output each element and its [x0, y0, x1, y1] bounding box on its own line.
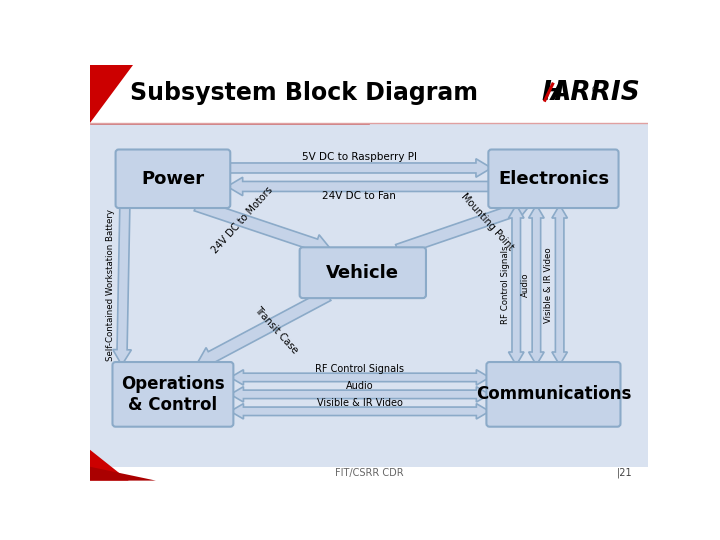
Text: Self-Contained Workstation Battery: Self-Contained Workstation Battery — [107, 209, 115, 361]
Polygon shape — [90, 467, 156, 481]
Text: Visible & IR Video: Visible & IR Video — [317, 398, 402, 408]
FancyBboxPatch shape — [487, 362, 621, 427]
FancyBboxPatch shape — [300, 247, 426, 298]
Bar — [90, 65, 648, 123]
FancyBboxPatch shape — [116, 150, 230, 208]
Polygon shape — [508, 205, 524, 365]
Text: Audio: Audio — [346, 381, 374, 391]
Polygon shape — [396, 200, 530, 256]
Bar — [90, 123, 648, 467]
Polygon shape — [528, 205, 544, 365]
Text: 5V DC to Raspberry PI: 5V DC to Raspberry PI — [302, 152, 417, 162]
Text: Electronics: Electronics — [498, 170, 609, 188]
Text: RF Control Signals: RF Control Signals — [501, 246, 510, 324]
Polygon shape — [228, 159, 492, 177]
Polygon shape — [113, 205, 131, 365]
Text: 24V DC to Motors: 24V DC to Motors — [210, 185, 275, 255]
Polygon shape — [90, 65, 132, 123]
Text: Transit Case: Transit Case — [253, 305, 300, 355]
Text: Power: Power — [141, 170, 204, 188]
FancyBboxPatch shape — [488, 150, 618, 208]
Text: Subsystem Block Diagram: Subsystem Block Diagram — [130, 80, 478, 105]
Text: ®: ® — [590, 86, 599, 94]
Text: 24V DC to Fan: 24V DC to Fan — [323, 192, 396, 201]
Text: Mounting Point: Mounting Point — [459, 191, 516, 252]
Polygon shape — [228, 177, 492, 195]
Text: FIT/CSRR CDR: FIT/CSRR CDR — [335, 468, 403, 478]
Polygon shape — [230, 403, 490, 419]
Text: RF Control Signals: RF Control Signals — [315, 364, 405, 374]
Polygon shape — [230, 370, 490, 385]
Text: Visible & IR Video: Visible & IR Video — [544, 247, 553, 323]
Polygon shape — [196, 289, 331, 367]
Text: Vehicle: Vehicle — [326, 264, 400, 282]
Text: Operations
& Control: Operations & Control — [121, 375, 225, 414]
Text: ARRIS: ARRIS — [551, 79, 641, 105]
FancyBboxPatch shape — [112, 362, 233, 427]
Text: |21: |21 — [617, 468, 632, 478]
Polygon shape — [230, 387, 490, 402]
Text: Communications: Communications — [476, 386, 631, 403]
Text: Audio: Audio — [521, 273, 530, 297]
Polygon shape — [90, 450, 129, 481]
Polygon shape — [194, 199, 332, 255]
Polygon shape — [552, 205, 567, 365]
Text: H: H — [541, 79, 563, 105]
